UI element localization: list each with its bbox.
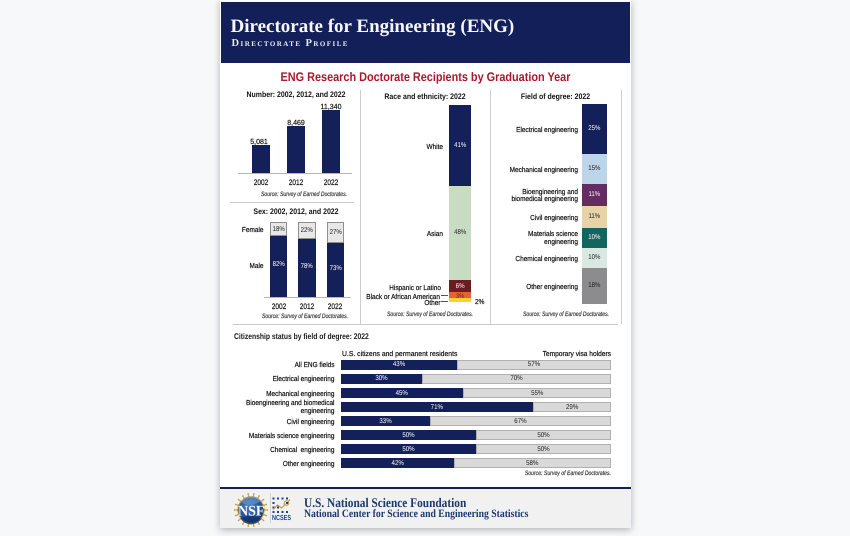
svg-text:NSF: NSF	[237, 504, 264, 520]
svg-text:NCSES: NCSES	[272, 513, 291, 522]
